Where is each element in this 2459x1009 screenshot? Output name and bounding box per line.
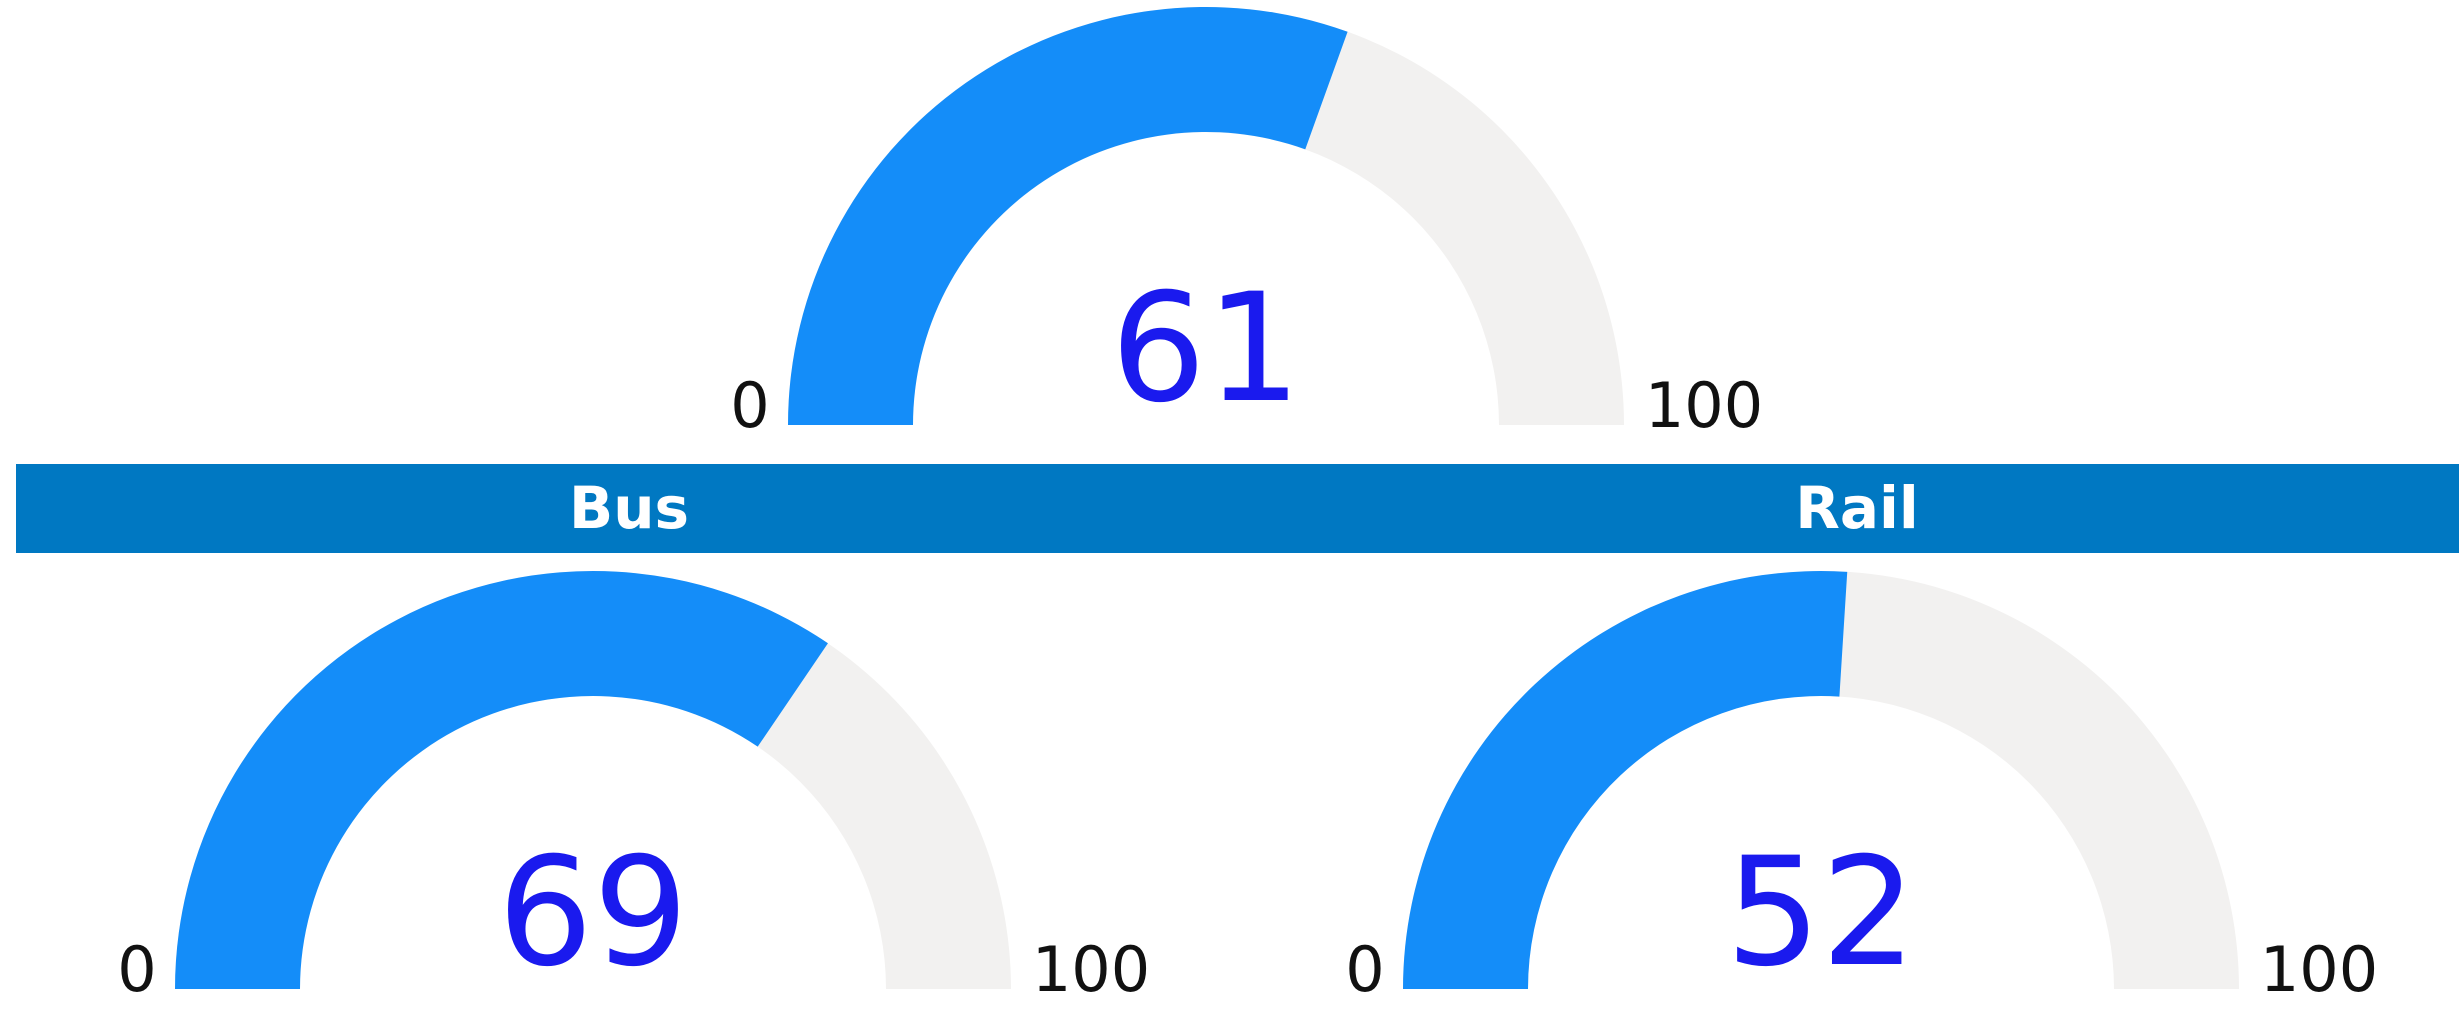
gauge-overall-max-label: 100 bbox=[1645, 369, 1763, 442]
gauge-bus-min-label: 0 bbox=[117, 933, 156, 1006]
gauge-rail-value: 52 bbox=[1726, 826, 1917, 1000]
gauge-bus-max-label: 100 bbox=[1032, 933, 1150, 1006]
header-rail: Rail bbox=[1795, 474, 1919, 542]
gauge-bus-fill bbox=[175, 570, 828, 989]
section-header-bar bbox=[16, 464, 2459, 553]
gauge-overall: 61 0 100 bbox=[730, 7, 1763, 442]
gauge-overall-min-label: 0 bbox=[730, 369, 769, 442]
gauge-bus-value: 69 bbox=[498, 826, 689, 1000]
gauge-rail: 52 0 100 bbox=[1345, 571, 2378, 1006]
gauge-overall-value: 61 bbox=[1111, 262, 1302, 436]
gauge-overall-fill bbox=[788, 7, 1348, 425]
gauge-rail-min-label: 0 bbox=[1345, 933, 1384, 1006]
header-bus: Bus bbox=[568, 474, 690, 542]
gauge-bus: 69 0 100 bbox=[117, 570, 1150, 1006]
gauge-rail-fill bbox=[1403, 571, 1848, 989]
gauge-rail-max-label: 100 bbox=[2260, 933, 2378, 1006]
